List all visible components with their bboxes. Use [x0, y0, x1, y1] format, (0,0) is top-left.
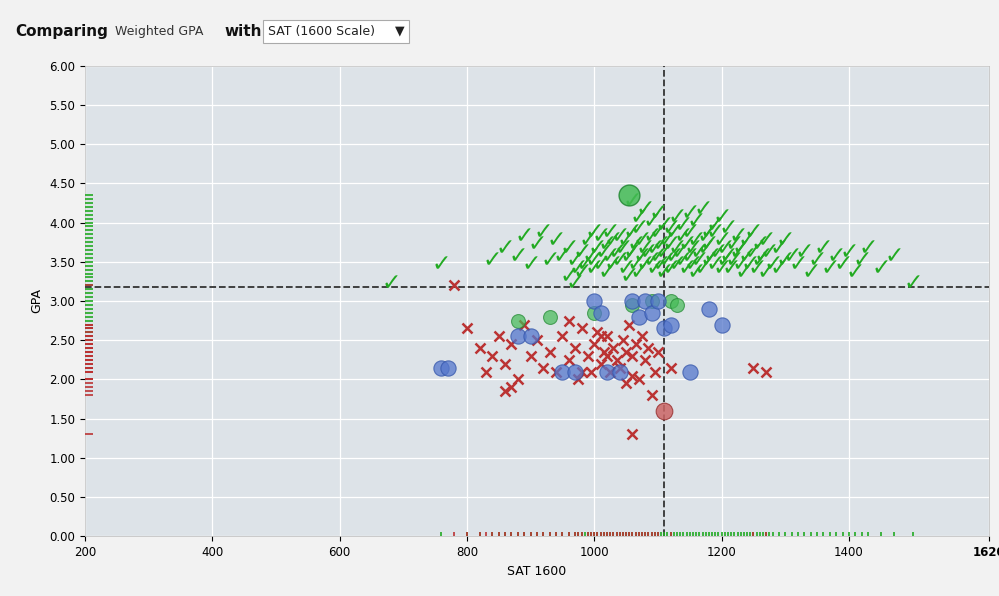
Text: SAT (1600 Scale)     ▼: SAT (1600 Scale) ▼: [268, 25, 405, 38]
Text: Comparing: Comparing: [15, 24, 108, 39]
Text: with: with: [225, 24, 263, 39]
Text: Weighted GPA: Weighted GPA: [115, 25, 203, 38]
X-axis label: SAT 1600: SAT 1600: [507, 564, 566, 578]
Y-axis label: GPA: GPA: [31, 288, 44, 313]
